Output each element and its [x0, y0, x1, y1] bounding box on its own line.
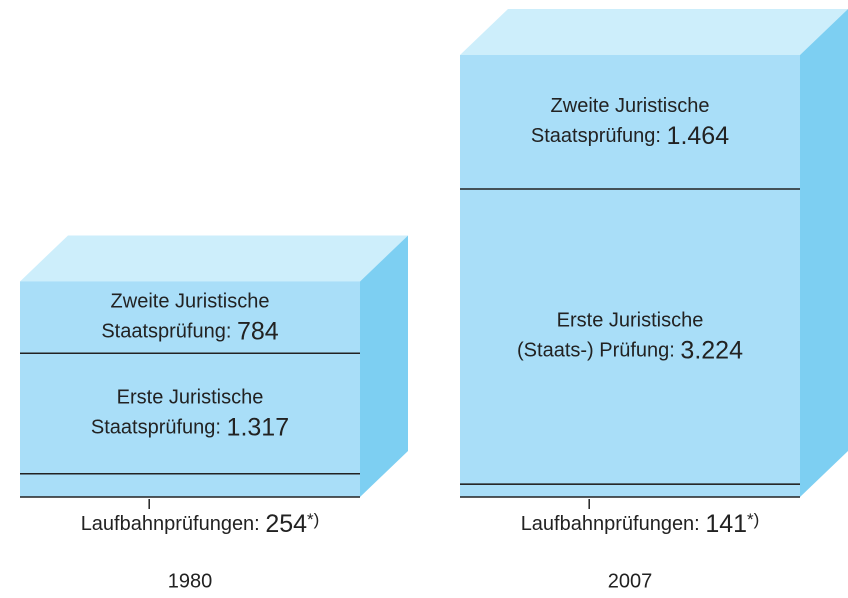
- label-line: Laufbahnprüfungen:: [521, 513, 700, 535]
- label-line: Staatsprüfung:: [531, 125, 661, 147]
- segment: [20, 473, 360, 497]
- segment-label: Zweite Juristische Staatsprüfung: 1.464: [531, 95, 729, 149]
- box-top: [460, 9, 848, 55]
- box-side: [360, 235, 408, 498]
- segment: [460, 484, 800, 497]
- value-label: 254: [265, 510, 307, 538]
- segment-label: Laufbahnprüfungen: 141*): [521, 510, 760, 538]
- footnote-marker: *): [747, 510, 759, 529]
- segment: [20, 353, 360, 474]
- label-line: Erste Juristische: [117, 387, 264, 409]
- segment: [20, 281, 360, 354]
- segment: [460, 189, 800, 485]
- label-line: Staatsprüfung:: [91, 417, 221, 439]
- segment: [460, 55, 800, 190]
- footnote-marker: *): [307, 510, 319, 529]
- segment-label: Erste Juristische Staatsprüfung: 1.317: [91, 387, 289, 441]
- box-top: [20, 235, 408, 282]
- label-line: Zweite Juristische: [111, 291, 270, 313]
- value-label: 1.317: [227, 413, 290, 441]
- label-line: Staatsprüfung:: [101, 321, 231, 343]
- segment-label: Erste Juristische (Staats-) Prüfung: 3.22…: [517, 310, 743, 364]
- label-line: Erste Juristische: [557, 310, 704, 332]
- segment-label: Laufbahnprüfungen: 254*): [81, 510, 320, 538]
- value-label: 3.224: [680, 336, 743, 364]
- box-side: [800, 9, 848, 497]
- value-label: 141: [705, 510, 747, 538]
- category-label: 2007: [608, 570, 653, 592]
- label-line: Laufbahnprüfungen:: [81, 513, 260, 535]
- value-label: 1.464: [667, 122, 730, 150]
- value-label: 784: [237, 317, 279, 345]
- label-line: Zweite Juristische: [551, 95, 710, 117]
- label-line: (Staats-) Prüfung:: [517, 340, 675, 362]
- category-label: 1980: [168, 570, 213, 592]
- segment-label: Zweite Juristische Staatsprüfung: 784: [101, 291, 278, 345]
